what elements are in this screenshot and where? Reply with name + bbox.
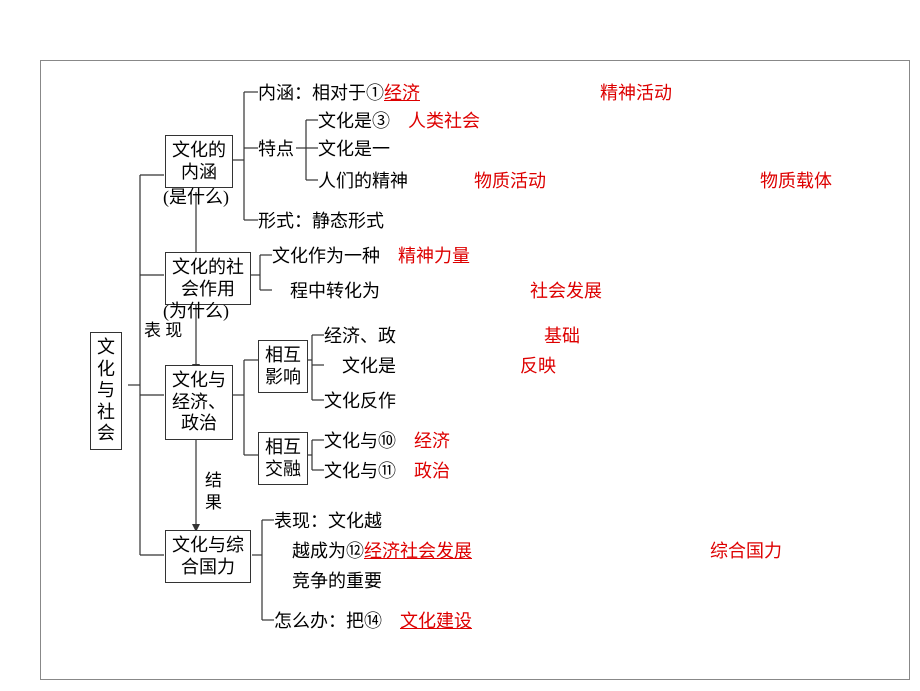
row-form: 形式：静态形式 [258,210,384,233]
row-social-role-2: 程中转化为 [272,280,380,303]
link-label-jieguo: 结 果 [205,470,222,514]
row-connotation-hanxu: 内涵：相对于①经济 [258,82,420,105]
node-mutual-blend: 相互 交融 [258,432,308,485]
fill-basis: 基础 [544,325,580,348]
node-connotation: 文化的 内涵 [165,135,233,188]
fill-comprehensive-power: 综合国力 [710,540,782,563]
fill-social-dev: 社会发展 [530,280,602,303]
fill-reflect: 反映 [520,355,556,378]
fill-material-carrier: 物质载体 [760,170,832,193]
fill-material-activity: 物质活动 [474,170,546,193]
row-blend-1: 文化与⑩ 经济 [324,430,450,453]
row-social-role-1: 文化作为一种 精神力量 [272,245,470,268]
row-influence-1: 经济、政 [324,325,396,348]
row-feature-2: 文化是一 [318,138,390,161]
row-power-2: 越成为⑫经济社会发展 [274,540,472,563]
row-features-label: 特点 [258,138,294,161]
fill-spirit-activity: 精神活动 [600,82,672,105]
node-social-role: 文化的社 会作用 [165,252,251,305]
link-label-biaoxian: 表 现 [144,320,182,342]
node-mutual-influence: 相互 影响 [258,340,308,393]
row-blend-2: 文化与⑪ 政治 [324,460,450,483]
row-influence-2: 文化是 [324,355,396,378]
row-power-4: 怎么办：把⑭ 文化建设 [274,610,472,633]
root-box: 文 化 与 社 会 [90,332,122,450]
row-influence-3: 文化反作 [324,390,396,413]
row-feature-3: 人们的精神 [318,170,408,193]
row-power-3: 竞争的重要 [274,570,382,593]
row-power-1: 表现：文化越 [274,510,382,533]
node-comprehensive-power: 文化与综 合国力 [165,530,251,583]
row-feature-1: 文化是③ 人类社会 [318,110,480,133]
node-econ-politics: 文化与 经济、 政治 [165,365,233,440]
subtitle-what: (是什么) [163,186,229,209]
